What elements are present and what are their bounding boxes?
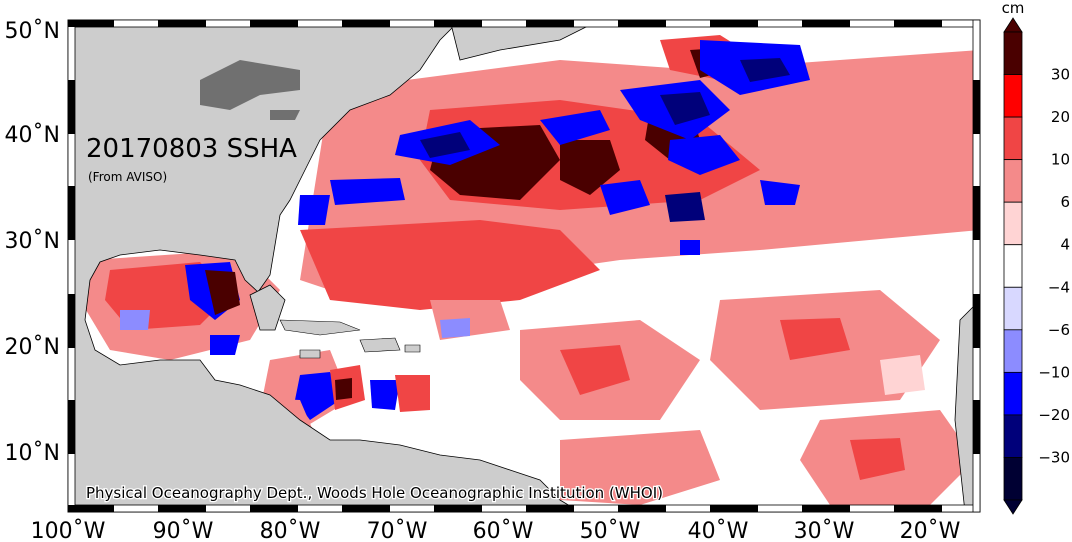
lon-label: 50˚W <box>580 519 641 542</box>
cold-eddy <box>540 110 610 145</box>
colorbar-tick-label: 30 <box>1051 66 1070 84</box>
cold-eddy <box>665 192 705 222</box>
colorbar-swatch <box>1003 201 1023 246</box>
hispaniola-island <box>359 337 401 353</box>
colorbar-tick-label: 6 <box>1060 193 1070 211</box>
cold-eddy <box>298 195 330 225</box>
map-title: 20170803 SSHA <box>86 134 297 164</box>
colorbar-tick-label: −20 <box>1038 406 1070 424</box>
colorbar-swatch <box>1003 286 1023 331</box>
anomaly-region <box>850 438 905 480</box>
colorbar-bottom-arrow <box>1003 499 1023 515</box>
colorbar: cm 30 20 10 6 4 −4 −6 −10 −20 −30 <box>1002 0 1070 515</box>
colorbar-swatch <box>1003 31 1023 75</box>
florida-peninsula <box>249 284 286 331</box>
cold-eddy <box>440 318 470 338</box>
colorbar-tick-label: −4 <box>1048 278 1070 296</box>
jamaica-island <box>299 349 321 359</box>
colorbar-tick-labels: 30 20 10 6 4 −4 −6 −10 −20 −30 <box>1038 66 1070 467</box>
cuba-island <box>279 319 361 336</box>
lon-label: 60˚W <box>473 519 534 542</box>
cold-eddy <box>660 92 710 125</box>
map-panel: 20170803 SSHA (From AVISO) Physical Ocea… <box>67 19 981 513</box>
colorbar-swatches <box>1003 31 1023 501</box>
cold-eddy <box>295 372 340 420</box>
lat-label: 20˚N <box>5 335 60 360</box>
anomaly-region <box>880 355 925 395</box>
frame-ticks <box>67 19 981 513</box>
colorbar-swatch <box>1003 414 1023 458</box>
credit-line: Physical Oceanography Dept., Woods Hole … <box>86 484 663 502</box>
lat-label: 10˚N <box>5 441 60 466</box>
colorbar-swatch <box>1003 159 1023 203</box>
colorbar-swatch <box>1003 116 1023 161</box>
anomaly-region <box>560 345 630 395</box>
cold-eddy <box>210 335 240 355</box>
colorbar-top-arrow <box>1003 17 1023 33</box>
map-source-note: (From AVISO) <box>88 170 167 184</box>
lat-label: 50˚N <box>5 19 60 44</box>
cold-eddy <box>600 180 650 215</box>
great-lakes <box>270 110 300 120</box>
colorbar-swatch <box>1003 329 1023 373</box>
colorbar-tick-label: −30 <box>1038 448 1070 466</box>
puerto-rico-island <box>404 344 421 353</box>
cold-eddy <box>680 240 700 255</box>
colorbar-swatch <box>1003 244 1023 288</box>
lon-label: 70˚W <box>367 519 428 542</box>
colorbar-swatch <box>1003 457 1023 501</box>
colorbar-swatch <box>1003 371 1023 416</box>
cold-eddy <box>330 178 405 205</box>
cold-eddy <box>120 310 150 330</box>
warm-eddy <box>335 378 352 400</box>
colorbar-tick-label: 20 <box>1051 108 1070 126</box>
sea-surface-anomaly-field <box>68 35 980 512</box>
lon-label: 100˚W <box>31 519 106 542</box>
cold-eddy <box>668 135 740 175</box>
landmass <box>67 19 981 513</box>
lat-label: 30˚N <box>5 229 60 254</box>
cold-eddy <box>740 58 790 82</box>
lon-label: 90˚W <box>153 519 214 542</box>
cold-eddy <box>420 132 470 158</box>
warm-eddy <box>395 375 430 412</box>
cold-eddy <box>760 180 800 205</box>
warm-eddy <box>560 140 620 195</box>
colorbar-unit: cm <box>1002 0 1025 17</box>
anomaly-region <box>560 430 720 505</box>
colorbar-swatch <box>1003 74 1023 118</box>
lon-label: 40˚W <box>688 519 749 542</box>
colorbar-tick-label: −6 <box>1048 321 1070 339</box>
loop-current-warm-eddy <box>205 270 240 315</box>
lon-label: 80˚W <box>260 519 321 542</box>
great-lakes <box>200 60 300 110</box>
colorbar-tick-label: 4 <box>1060 236 1070 254</box>
anomaly-region <box>300 220 600 310</box>
longitude-labels: 100˚W 90˚W 80˚W 70˚W 60˚W 50˚W 40˚W 30˚W… <box>31 519 961 542</box>
colorbar-tick-label: −10 <box>1038 363 1070 381</box>
lon-label: 30˚W <box>794 519 855 542</box>
lat-label: 40˚N <box>5 123 60 148</box>
latitude-labels: 50˚N 40˚N 30˚N 20˚N 10˚N <box>5 19 60 466</box>
cold-eddy <box>370 380 400 410</box>
lon-label: 20˚W <box>900 519 961 542</box>
anomaly-region <box>780 318 850 360</box>
colorbar-tick-label: 10 <box>1051 151 1070 169</box>
north-america-land <box>67 19 582 513</box>
